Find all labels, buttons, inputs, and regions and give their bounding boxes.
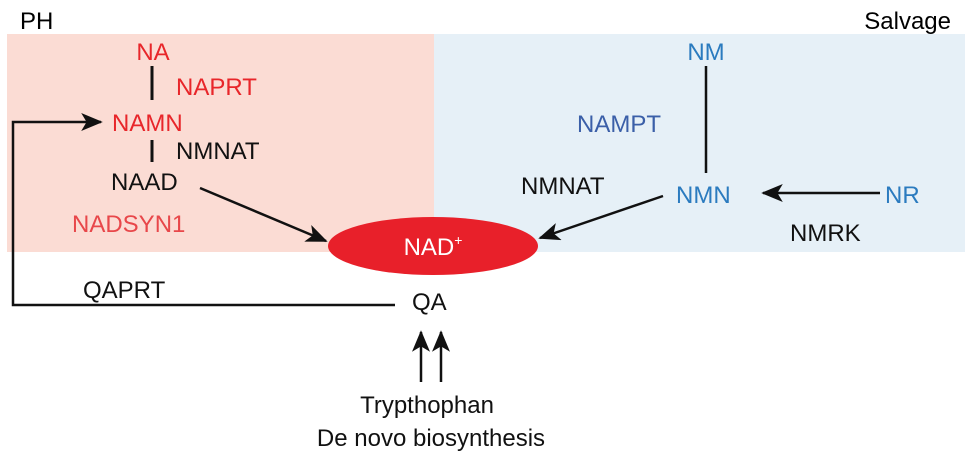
ph-region (7, 34, 434, 252)
node-nr: NR (885, 182, 920, 209)
salvage-region (434, 34, 965, 252)
qa-to-namn-arrow (11, 113, 395, 307)
enzyme-nmrk: NMRK (790, 220, 861, 247)
enzyme-nmnat-right: NMNAT (521, 173, 605, 200)
enzyme-nadsyn1: NADSYN1 (72, 211, 185, 238)
salvage-label: Salvage (864, 8, 951, 35)
node-namn: NAMN (112, 110, 183, 137)
de-novo-label: De novo biosynthesis (317, 425, 545, 452)
nad-ellipse (328, 217, 538, 275)
nmn-to-nad-arrow (538, 194, 664, 241)
node-tryptophan: Trypthophan (360, 392, 494, 419)
node-nm: NM (687, 39, 724, 66)
node-nad: NAD+ (404, 232, 463, 261)
naad-to-nad-arrow (199, 186, 328, 243)
enzyme-qaprt: QAPRT (83, 277, 166, 304)
enzyme-nmnat-left: NMNAT (176, 138, 260, 165)
node-na: NA (136, 39, 169, 66)
node-naad: NAAD (111, 169, 178, 196)
node-qa: QA (412, 289, 447, 316)
enzyme-nampt: NAMPT (577, 111, 661, 138)
nad-charge: + (454, 232, 462, 248)
node-nmn: NMN (676, 182, 731, 209)
ph-label: PH (20, 8, 53, 35)
enzyme-naprt: NAPRT (176, 74, 257, 101)
